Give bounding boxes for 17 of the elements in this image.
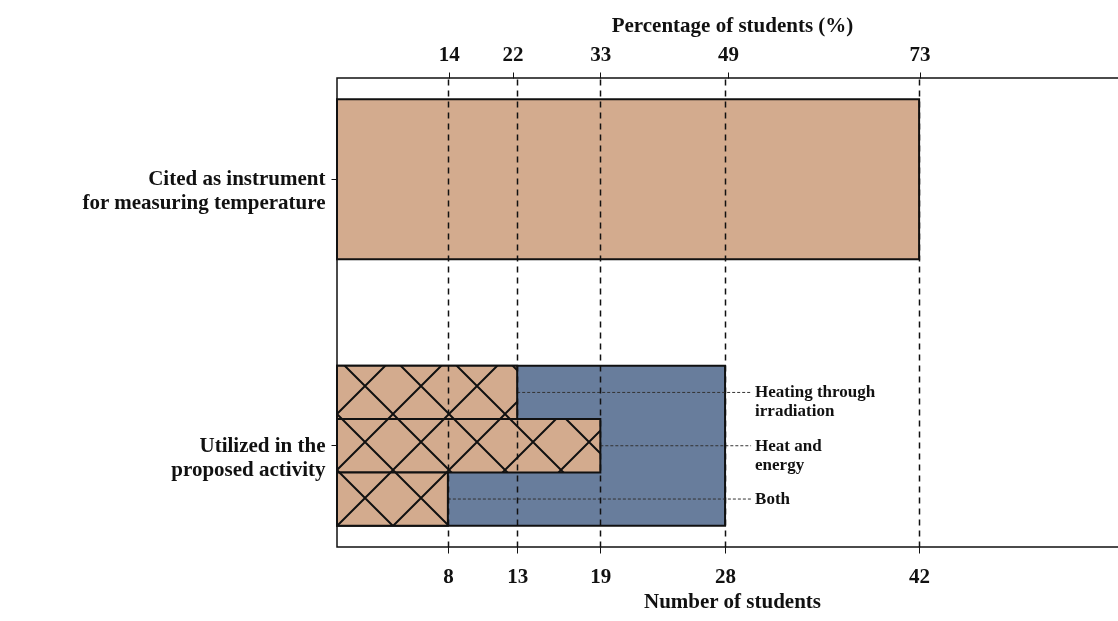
x-tick-label: 13 <box>507 563 529 588</box>
x2-tick-label: 49 <box>718 41 740 66</box>
x-axis-title: Number of students <box>644 588 821 613</box>
text: Both <box>755 489 791 509</box>
x-tick-label: 8 <box>443 563 454 588</box>
x-tick-label: 42 <box>909 563 931 588</box>
y-tick-label: Utilized in the proposed activity <box>171 432 326 481</box>
x2-axis-title: Percentage of students (%) <box>611 12 854 37</box>
x2-tick-label: 73 <box>909 41 931 66</box>
x-tick-label: 19 <box>590 563 612 588</box>
text: Heating through irradiation <box>755 382 876 421</box>
x2-tick-label: 33 <box>590 41 612 66</box>
x2-tick-label: 14 <box>438 41 461 66</box>
text: Heat and energy <box>755 435 823 474</box>
x2-tick-label: 22 <box>502 41 524 66</box>
y-tick-label: Cited as instrument for measuring temperature <box>82 166 326 215</box>
x-tick-label: 28 <box>715 563 737 588</box>
